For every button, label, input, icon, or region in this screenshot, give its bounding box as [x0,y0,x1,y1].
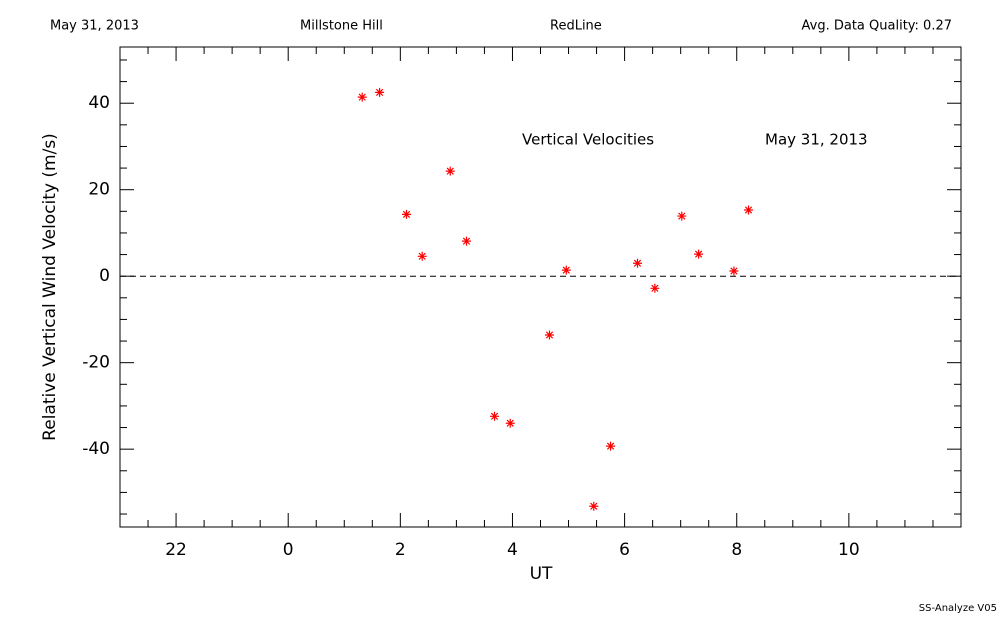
data-point [744,205,754,215]
footer: SS-Analyze V05 [919,603,997,614]
y-tick-label: 0 [99,266,110,286]
header-emission: RedLine [550,19,602,34]
y-tick-label: -20 [82,353,110,373]
data-point [445,166,455,176]
data-point [375,87,385,97]
data-point [505,418,515,428]
y-tick-label: -40 [82,439,110,459]
annotation: May 31, 2013 [765,131,868,149]
data-point [417,251,427,261]
x-tick-label: 10 [838,540,860,560]
x-tick-label: 4 [507,540,518,560]
y-tick-label: 40 [88,93,110,113]
data-point [544,330,554,340]
x-tick-label: 2 [395,540,406,560]
data-point [677,211,687,221]
data-point [589,501,599,511]
header-quality: Avg. Data Quality: 0.27 [802,19,952,34]
data-point [650,283,660,293]
data-point [606,441,616,451]
data-point [632,258,642,268]
y-tick-label: 20 [88,180,110,200]
annotation: Vertical Velocities [522,131,654,149]
x-tick-label: 8 [731,540,742,560]
data-point [402,209,412,219]
data-point [461,236,471,246]
x-axis-label: UT [530,564,553,584]
x-tick-label: 6 [619,540,630,560]
data-point [729,266,739,276]
header-date: May 31, 2013 [50,19,139,34]
header-site: Millstone Hill [300,19,383,34]
data-point [561,265,571,275]
data-point [357,92,367,102]
data-point [490,411,500,421]
x-tick-label: 0 [283,540,294,560]
data-point [694,249,704,259]
x-tick-label: 22 [165,540,187,560]
y-axis-label: Relative Vertical Wind Velocity (m/s) [40,133,60,441]
